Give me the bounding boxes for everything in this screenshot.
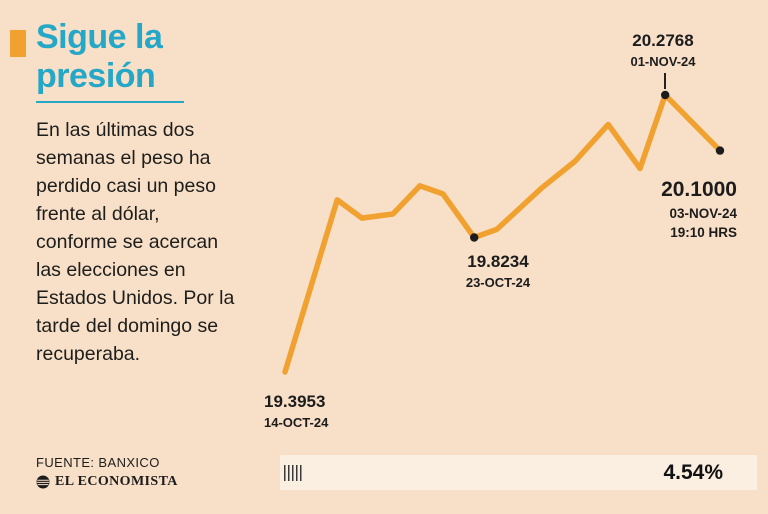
annotation-peak-date: 01-NOV-24 (630, 54, 696, 69)
el-economista-logo-icon (36, 475, 50, 489)
page-title-line1: Sigue la (36, 18, 163, 56)
annotation-dip-value: 19.8234 (467, 252, 529, 271)
brand-name: EL ECONOMISTA (55, 474, 178, 489)
timeline-strip: 4.54% (280, 455, 757, 490)
annotation-latest-date: 03-NOV-24 (669, 206, 737, 221)
annotation-latest-time: 19:10 HRS (670, 225, 737, 240)
page-title-line2: presión (36, 57, 156, 95)
source-label: FUENTE: BANXICO (36, 455, 160, 470)
annotation-peak-value: 20.2768 (632, 31, 694, 50)
annotation-latest: 20.1000 03-NOV-24 19:10 HRS (661, 178, 737, 240)
annotation-dip: 19.8234 23-OCT-24 (450, 252, 546, 290)
title-underline (36, 101, 184, 103)
page-title: Sigue la presión (36, 18, 163, 96)
source-block: FUENTE: BANXICO EL ECONOMISTA (36, 455, 178, 490)
description-text: En las últimas dos semanas el peso ha pe… (36, 119, 235, 365)
timeline-scrubber-handle[interactable] (284, 464, 303, 481)
annotation-leader-line (664, 73, 666, 89)
annotation-peak: 20.2768 01-NOV-24 (614, 31, 712, 69)
annotation-start-value: 19.3953 (264, 392, 326, 411)
change-percent-badge: 4.54% (663, 460, 723, 484)
brand-row: EL ECONOMISTA (36, 474, 178, 490)
annotation-dip-date: 23-OCT-24 (465, 275, 531, 290)
annotation-latest-value: 20.1000 (661, 178, 737, 201)
kicker-square-icon (10, 30, 26, 57)
annotation-start-date: 14-OCT-24 (264, 415, 329, 430)
annotation-start: 19.3953 14-OCT-24 (264, 392, 328, 430)
